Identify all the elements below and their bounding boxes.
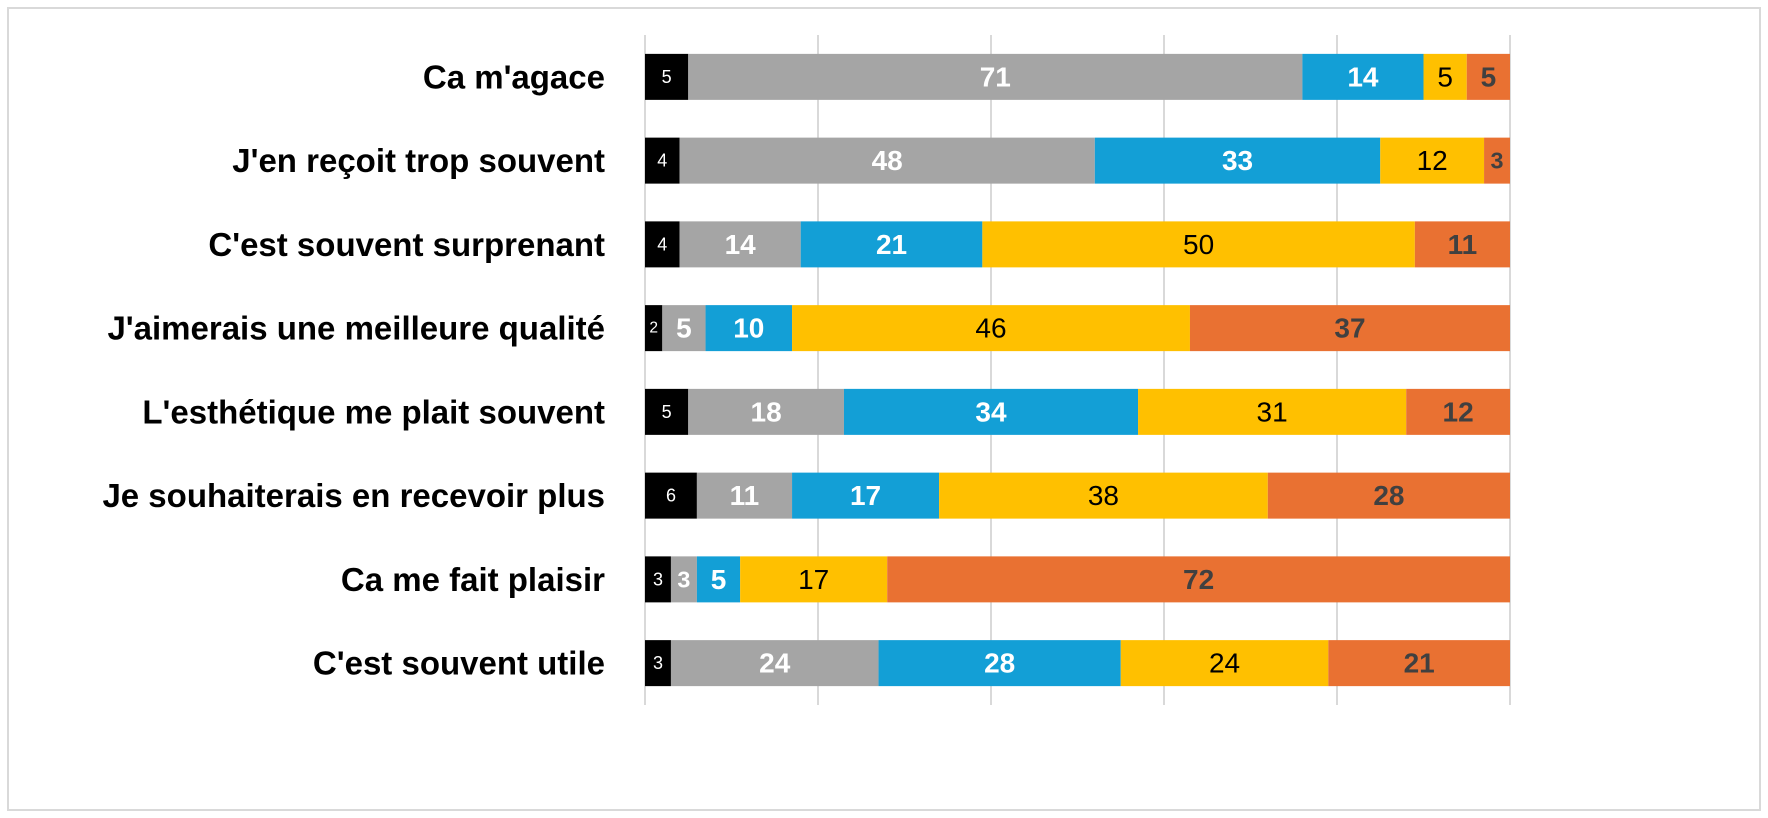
category-label: J'en reçoit trop souvent bbox=[232, 142, 605, 179]
value-label: 71 bbox=[980, 61, 1011, 92]
value-label: 5 bbox=[662, 402, 672, 422]
category-label: J'aimerais une meilleure qualité bbox=[107, 310, 605, 347]
value-label: 3 bbox=[1491, 148, 1504, 174]
bar-segment bbox=[645, 388, 689, 435]
bar-segment bbox=[645, 221, 680, 268]
bar-segment bbox=[645, 137, 680, 184]
bar-segment bbox=[843, 388, 1139, 435]
value-label: 4 bbox=[657, 234, 667, 254]
value-label: 5 bbox=[1437, 61, 1453, 92]
value-label: 48 bbox=[872, 145, 903, 176]
category-label: C'est souvent utile bbox=[313, 645, 605, 682]
bar-segment bbox=[1328, 640, 1510, 687]
value-label: 21 bbox=[876, 229, 907, 260]
bar-segment bbox=[878, 640, 1121, 687]
category-label: C'est souvent surprenant bbox=[208, 226, 605, 263]
bar-segment bbox=[670, 556, 697, 603]
bar-segment bbox=[792, 472, 940, 519]
bar-segment bbox=[1094, 137, 1381, 184]
bar-segment bbox=[740, 556, 888, 603]
bar-segment bbox=[792, 305, 1190, 352]
value-label: 5 bbox=[662, 67, 672, 87]
bar-segment bbox=[705, 305, 793, 352]
value-label: 4 bbox=[657, 151, 667, 171]
value-label: 3 bbox=[653, 569, 663, 589]
value-label: 50 bbox=[1183, 229, 1214, 260]
value-label: 5 bbox=[1481, 61, 1497, 92]
bar-segment bbox=[1466, 53, 1510, 100]
bar-segment bbox=[645, 53, 689, 100]
bar-segment bbox=[696, 556, 741, 603]
bar-segment bbox=[1267, 472, 1510, 519]
bar-segment bbox=[1484, 137, 1510, 184]
value-label: 37 bbox=[1334, 313, 1365, 344]
bar-segment bbox=[679, 221, 801, 268]
value-label: 34 bbox=[975, 396, 1007, 427]
bar-segment bbox=[688, 388, 844, 435]
bar-segment bbox=[982, 221, 1415, 268]
bar-segment bbox=[1120, 640, 1329, 687]
value-label: 28 bbox=[984, 648, 1015, 679]
bar-segment bbox=[688, 53, 1303, 100]
value-label: 24 bbox=[1209, 648, 1240, 679]
value-label: 31 bbox=[1257, 396, 1288, 427]
value-label: 21 bbox=[1404, 648, 1435, 679]
bar-segment bbox=[645, 472, 697, 519]
value-label: 10 bbox=[733, 313, 764, 344]
bar-segment bbox=[1414, 221, 1510, 268]
bar-segment bbox=[1423, 53, 1467, 100]
bar-segment bbox=[1302, 53, 1424, 100]
value-label: 6 bbox=[666, 486, 676, 506]
category-label: Je souhaiterais en recevoir plus bbox=[102, 477, 605, 514]
bar-segment bbox=[1380, 137, 1485, 184]
bar-segment bbox=[1138, 388, 1407, 435]
value-label: 38 bbox=[1088, 480, 1119, 511]
value-label: 3 bbox=[677, 566, 690, 592]
value-label: 17 bbox=[798, 564, 829, 595]
bar-segment bbox=[1189, 305, 1510, 352]
bar-segment bbox=[645, 556, 671, 603]
category-label: Ca m'agace bbox=[423, 58, 605, 95]
bar-segment bbox=[662, 305, 706, 352]
value-label: 11 bbox=[730, 480, 760, 511]
value-label: 14 bbox=[725, 229, 757, 260]
value-label: 12 bbox=[1417, 145, 1448, 176]
bar-segment bbox=[1406, 388, 1510, 435]
value-label: 17 bbox=[850, 480, 881, 511]
value-label: 11 bbox=[1448, 229, 1478, 260]
bar-segment bbox=[645, 305, 663, 352]
value-label: 24 bbox=[759, 648, 791, 679]
category-label: L'esthétique me plait souvent bbox=[142, 393, 605, 430]
bar-segment bbox=[645, 640, 671, 687]
value-label: 46 bbox=[975, 313, 1006, 344]
bar-segment bbox=[696, 472, 793, 519]
value-label: 14 bbox=[1347, 61, 1379, 92]
bar-segment bbox=[939, 472, 1268, 519]
bar-segment bbox=[887, 556, 1510, 603]
value-label: 28 bbox=[1373, 480, 1404, 511]
bar-segment bbox=[800, 221, 983, 268]
value-label: 5 bbox=[711, 564, 727, 595]
bar-segment bbox=[670, 640, 879, 687]
category-label: Ca me fait plaisir bbox=[341, 561, 605, 598]
value-label: 12 bbox=[1443, 396, 1474, 427]
value-label: 2 bbox=[649, 320, 658, 337]
value-label: 5 bbox=[676, 313, 692, 344]
value-label: 33 bbox=[1222, 145, 1253, 176]
value-label: 3 bbox=[653, 653, 663, 673]
value-label: 18 bbox=[751, 396, 782, 427]
value-label: 72 bbox=[1183, 564, 1214, 595]
bar-segment bbox=[679, 137, 1095, 184]
